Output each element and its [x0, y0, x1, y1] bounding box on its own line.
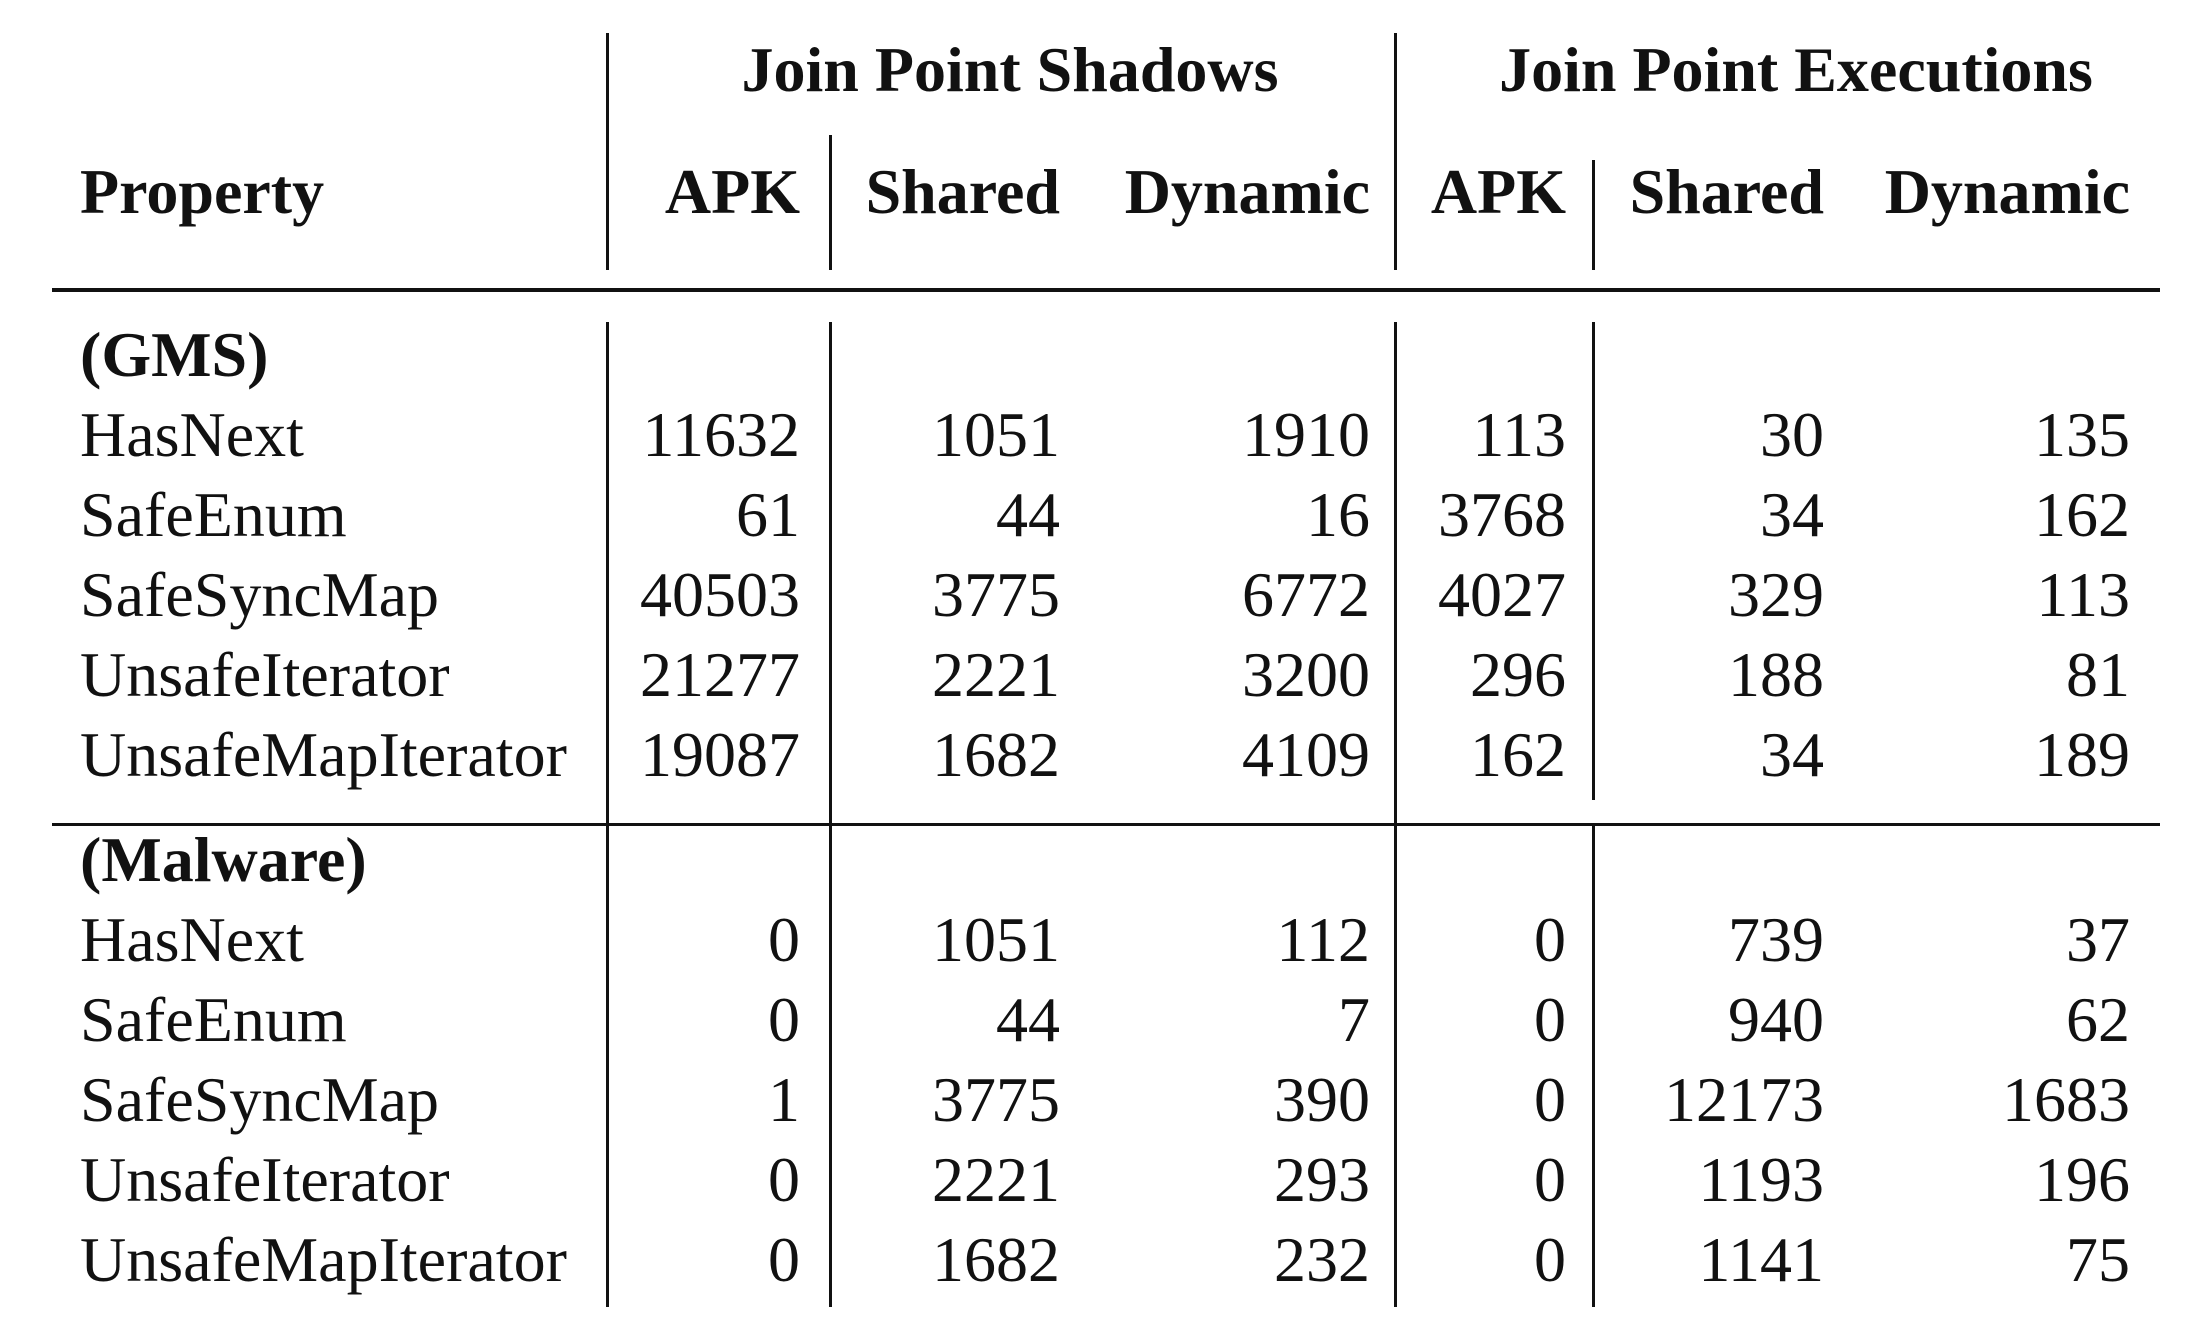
cell-executions-dynamic: 81: [2066, 639, 2130, 710]
cell-shadows-apk: 0: [768, 984, 800, 1055]
cell-shadows-apk: 0: [768, 1144, 800, 1215]
cell-shadows-shared: 1051: [932, 399, 1060, 470]
cell-executions-apk: 4027: [1438, 559, 1566, 630]
column-header-shadows-shared: Shared: [865, 156, 1060, 227]
cell-shadows-shared: 2221: [932, 639, 1060, 710]
cell-shadows-shared: 2221: [932, 1144, 1060, 1215]
row-property: SafeEnum: [80, 984, 347, 1055]
column-header-property: Property: [80, 156, 325, 227]
row-property: UnsafeIterator: [80, 1144, 450, 1215]
cell-shadows-shared: 44: [996, 479, 1060, 550]
section-label-gms: (GMS): [80, 319, 269, 390]
cell-executions-dynamic: 135: [2034, 399, 2130, 470]
vrule-executions-apk-gms: [1592, 322, 1595, 800]
cell-executions-shared: 739: [1728, 904, 1824, 975]
column-header-executions-apk: APK: [1430, 156, 1566, 227]
cell-shadows-dynamic: 293: [1274, 1144, 1370, 1215]
column-header-shadows-dynamic: Dynamic: [1124, 156, 1370, 227]
cell-shadows-apk: 19087: [640, 719, 800, 790]
cell-shadows-dynamic: 4109: [1242, 719, 1370, 790]
column-header-executions-dynamic: Dynamic: [1884, 156, 2130, 227]
cell-shadows-dynamic: 112: [1276, 904, 1370, 975]
cell-shadows-dynamic: 16: [1306, 479, 1370, 550]
vrule-property-body: [606, 322, 609, 1307]
cell-executions-apk: 3768: [1438, 479, 1566, 550]
cell-shadows-dynamic: 1910: [1242, 399, 1370, 470]
cell-executions-apk: 0: [1534, 1144, 1566, 1215]
group-header-shadows: Join Point Shadows: [741, 34, 1279, 105]
vrule-shadows-header: [1394, 33, 1397, 270]
cell-shadows-apk: 40503: [640, 559, 800, 630]
cell-shadows-dynamic: 390: [1274, 1064, 1370, 1135]
cell-executions-apk: 113: [1472, 399, 1566, 470]
cell-executions-shared: 188: [1728, 639, 1824, 710]
cell-shadows-apk: 0: [768, 1224, 800, 1295]
column-header-executions-shared: Shared: [1629, 156, 1824, 227]
cell-shadows-apk: 1: [768, 1064, 800, 1135]
cell-executions-apk: 162: [1470, 719, 1566, 790]
group-header-executions: Join Point Executions: [1499, 34, 2093, 105]
cell-executions-dynamic: 37: [2066, 904, 2130, 975]
cell-executions-apk: 0: [1534, 904, 1566, 975]
row-property: HasNext: [80, 399, 304, 470]
row-property: SafeSyncMap: [80, 1064, 440, 1135]
cell-executions-shared: 12173: [1664, 1064, 1824, 1135]
column-header-shadows-apk: APK: [664, 156, 800, 227]
vrule-executions-apk-malware: [1592, 826, 1595, 1307]
cell-executions-apk: 0: [1534, 1224, 1566, 1295]
cell-shadows-shared: 3775: [932, 1064, 1060, 1135]
cell-shadows-dynamic: 232: [1274, 1224, 1370, 1295]
row-property: SafeSyncMap: [80, 559, 440, 630]
cell-executions-dynamic: 75: [2066, 1224, 2130, 1295]
cell-shadows-apk: 11632: [642, 399, 800, 470]
cell-executions-dynamic: 189: [2034, 719, 2130, 790]
cell-executions-dynamic: 196: [2034, 1144, 2130, 1215]
cell-executions-shared: 30: [1760, 399, 1824, 470]
vrule-executions-apk-header: [1592, 160, 1595, 270]
vrule-apk-header: [829, 135, 832, 270]
cell-executions-shared: 940: [1728, 984, 1824, 1055]
cell-executions-apk: 0: [1534, 1064, 1566, 1135]
cell-executions-shared: 34: [1760, 479, 1824, 550]
cell-shadows-shared: 3775: [932, 559, 1060, 630]
section-rule: [52, 823, 2160, 826]
row-property: HasNext: [80, 904, 304, 975]
cell-shadows-dynamic: 3200: [1242, 639, 1370, 710]
row-property: SafeEnum: [80, 479, 347, 550]
cell-shadows-apk: 0: [768, 904, 800, 975]
row-property: UnsafeIterator: [80, 639, 450, 710]
cell-executions-dynamic: 162: [2034, 479, 2130, 550]
row-property: UnsafeMapIterator: [80, 1224, 567, 1295]
row-property: UnsafeMapIterator: [80, 719, 567, 790]
cell-executions-shared: 1141: [1698, 1224, 1824, 1295]
cell-shadows-dynamic: 6772: [1242, 559, 1370, 630]
vrule-shadows-body: [1394, 322, 1397, 1307]
cell-shadows-shared: 44: [996, 984, 1060, 1055]
cell-shadows-shared: 1682: [932, 1224, 1060, 1295]
cell-executions-apk: 296: [1470, 639, 1566, 710]
cell-executions-shared: 1193: [1698, 1144, 1824, 1215]
cell-shadows-shared: 1682: [932, 719, 1060, 790]
cell-shadows-apk: 61: [736, 479, 800, 550]
cell-executions-shared: 329: [1728, 559, 1824, 630]
cell-executions-shared: 34: [1760, 719, 1824, 790]
cell-shadows-apk: 21277: [640, 639, 800, 710]
header-rule: [52, 288, 2160, 292]
cell-executions-dynamic: 113: [2036, 559, 2130, 630]
cell-executions-dynamic: 62: [2066, 984, 2130, 1055]
vrule-apk-body: [829, 322, 832, 1307]
cell-executions-dynamic: 1683: [2002, 1064, 2130, 1135]
section-label-malware: (Malware): [80, 824, 367, 895]
cell-executions-apk: 0: [1534, 984, 1566, 1055]
vrule-property-header: [606, 33, 609, 270]
cell-shadows-dynamic: 7: [1338, 984, 1370, 1055]
cell-shadows-shared: 1051: [932, 904, 1060, 975]
